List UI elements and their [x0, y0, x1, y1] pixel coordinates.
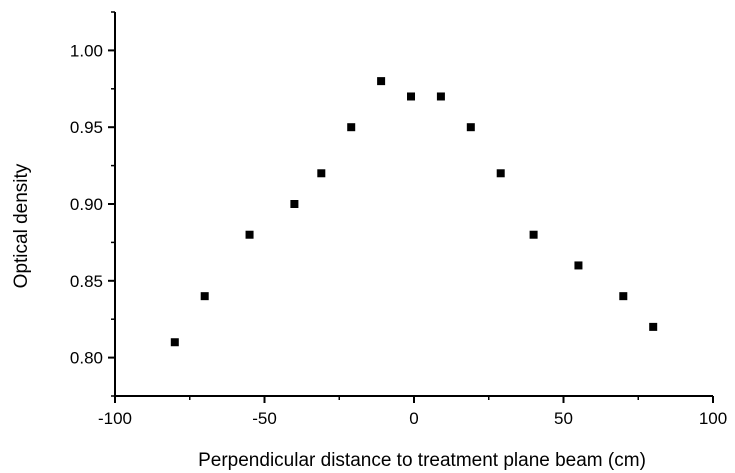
x-tick-label: 50: [554, 409, 573, 428]
data-points: [170, 77, 658, 347]
x-ticks: -100 -50 0 50 100: [98, 396, 727, 428]
y-ticks: 0.80 0.85 0.90 0.95 1.00: [70, 11, 115, 397]
data-point: [407, 92, 416, 101]
data-point: [290, 200, 299, 208]
x-tick-label: 0: [409, 409, 418, 428]
y-tick-label: 0.95: [70, 118, 103, 137]
y-tick-label: 0.80: [70, 349, 103, 368]
data-point: [317, 169, 326, 178]
x-tick-label: 100: [699, 409, 727, 428]
data-point: [496, 169, 505, 178]
data-point: [574, 261, 583, 270]
data-point: [377, 77, 386, 86]
data-point: [170, 338, 179, 347]
axes: [114, 12, 713, 397]
data-point: [619, 292, 628, 301]
y-axis-label: Optical density: [11, 163, 32, 288]
y-tick-label: 0.90: [70, 195, 103, 214]
data-point: [466, 123, 475, 132]
data-point: [649, 322, 658, 331]
data-point: [529, 230, 538, 239]
x-tick-label: -100: [98, 409, 132, 428]
data-point: [436, 92, 445, 101]
x-axis-label: Perpendicular distance to treatment plan…: [198, 450, 646, 471]
y-tick-label: 0.85: [70, 272, 103, 291]
data-point: [200, 292, 209, 301]
x-tick-label: -50: [252, 409, 277, 428]
data-point: [347, 123, 356, 132]
data-point: [245, 230, 254, 239]
y-tick-label: 1.00: [70, 41, 103, 60]
